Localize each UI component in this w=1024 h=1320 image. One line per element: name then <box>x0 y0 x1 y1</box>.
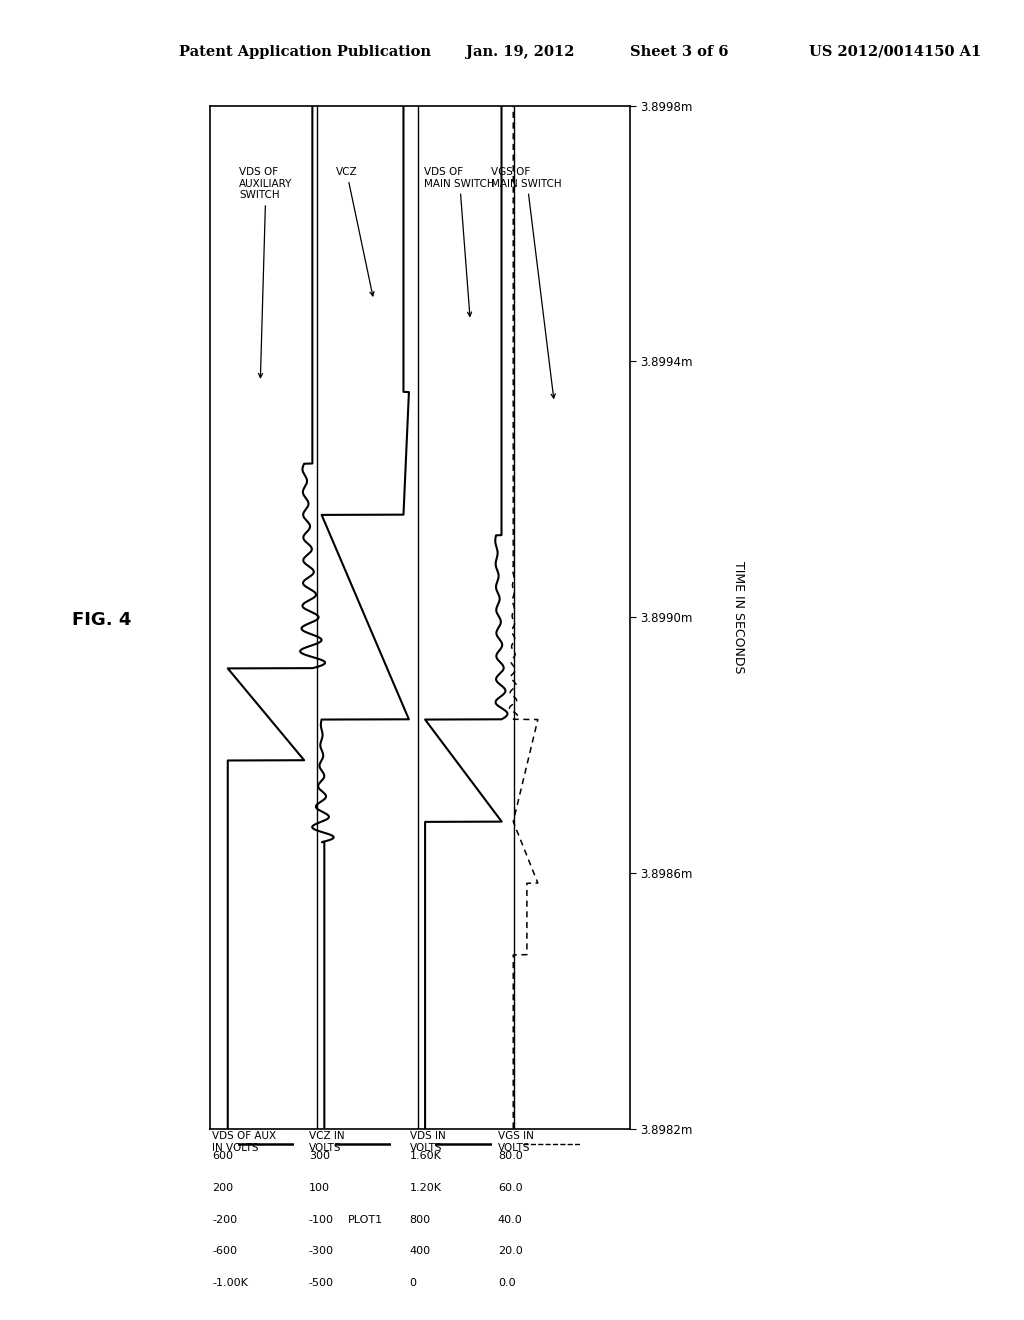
Text: FIG. 4: FIG. 4 <box>72 611 131 630</box>
Text: -300: -300 <box>309 1246 334 1257</box>
Y-axis label: TIME IN SECONDS: TIME IN SECONDS <box>732 561 745 673</box>
Text: -500: -500 <box>309 1278 334 1288</box>
Text: 300: 300 <box>309 1151 330 1162</box>
Text: Patent Application Publication: Patent Application Publication <box>179 45 431 59</box>
Text: VGS IN
VOLTS: VGS IN VOLTS <box>498 1131 534 1152</box>
Text: 800: 800 <box>410 1214 431 1225</box>
Text: -1.00K: -1.00K <box>212 1278 248 1288</box>
Text: 40.0: 40.0 <box>498 1214 522 1225</box>
Text: VDS OF AUX
IN VOLTS: VDS OF AUX IN VOLTS <box>212 1131 276 1152</box>
Text: 60.0: 60.0 <box>498 1183 522 1193</box>
Text: 1.20K: 1.20K <box>410 1183 441 1193</box>
Text: Sheet 3 of 6: Sheet 3 of 6 <box>630 45 728 59</box>
Text: 100: 100 <box>309 1183 330 1193</box>
Text: VDS OF
MAIN SWITCH: VDS OF MAIN SWITCH <box>424 166 495 317</box>
Text: 0.0: 0.0 <box>498 1278 515 1288</box>
Text: 0: 0 <box>410 1278 417 1288</box>
Text: -600: -600 <box>212 1246 238 1257</box>
Text: VGS OF
MAIN SWITCH: VGS OF MAIN SWITCH <box>492 166 562 399</box>
Text: 400: 400 <box>410 1246 431 1257</box>
Text: VCZ: VCZ <box>336 166 374 296</box>
Text: PLOT1: PLOT1 <box>348 1214 383 1225</box>
Text: VCZ IN
VOLTS: VCZ IN VOLTS <box>309 1131 344 1152</box>
Text: -200: -200 <box>212 1214 238 1225</box>
Text: -100: -100 <box>309 1214 334 1225</box>
Text: VDS IN
VOLTS: VDS IN VOLTS <box>410 1131 445 1152</box>
Text: VDS OF
AUXILIARY
SWITCH: VDS OF AUXILIARY SWITCH <box>240 166 293 378</box>
Text: 80.0: 80.0 <box>498 1151 522 1162</box>
Text: 20.0: 20.0 <box>498 1246 522 1257</box>
Text: 1.60K: 1.60K <box>410 1151 441 1162</box>
Text: 600: 600 <box>212 1151 233 1162</box>
Text: Jan. 19, 2012: Jan. 19, 2012 <box>466 45 574 59</box>
Text: US 2012/0014150 A1: US 2012/0014150 A1 <box>809 45 981 59</box>
Text: 200: 200 <box>212 1183 233 1193</box>
